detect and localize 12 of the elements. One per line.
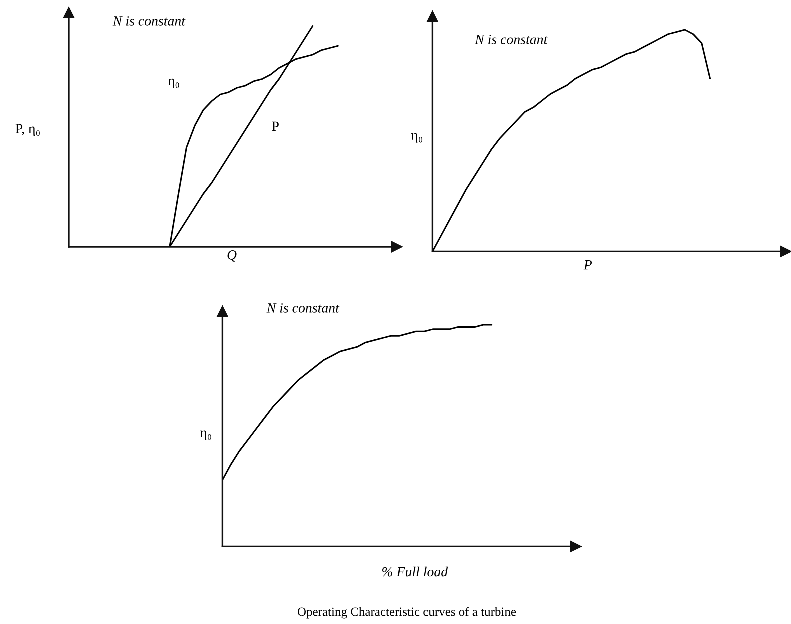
x-axis-title: Q <box>228 250 237 262</box>
y-axis-title: η₀ <box>200 430 212 440</box>
chart-title: N is constant <box>474 35 548 44</box>
y-axis-title: η₀ <box>411 133 423 143</box>
chart-title: N is constant <box>112 16 186 26</box>
y-axis-title: P, η₀ <box>16 124 40 136</box>
series-label: P <box>272 122 279 131</box>
x-axis-title: % Full load <box>382 566 448 577</box>
chart-title: N is constant <box>266 303 340 313</box>
x-axis-title: P <box>584 260 592 270</box>
text: η₀ <box>168 78 180 88</box>
text: Operating Characteristic curves of a turbine <box>298 607 516 619</box>
